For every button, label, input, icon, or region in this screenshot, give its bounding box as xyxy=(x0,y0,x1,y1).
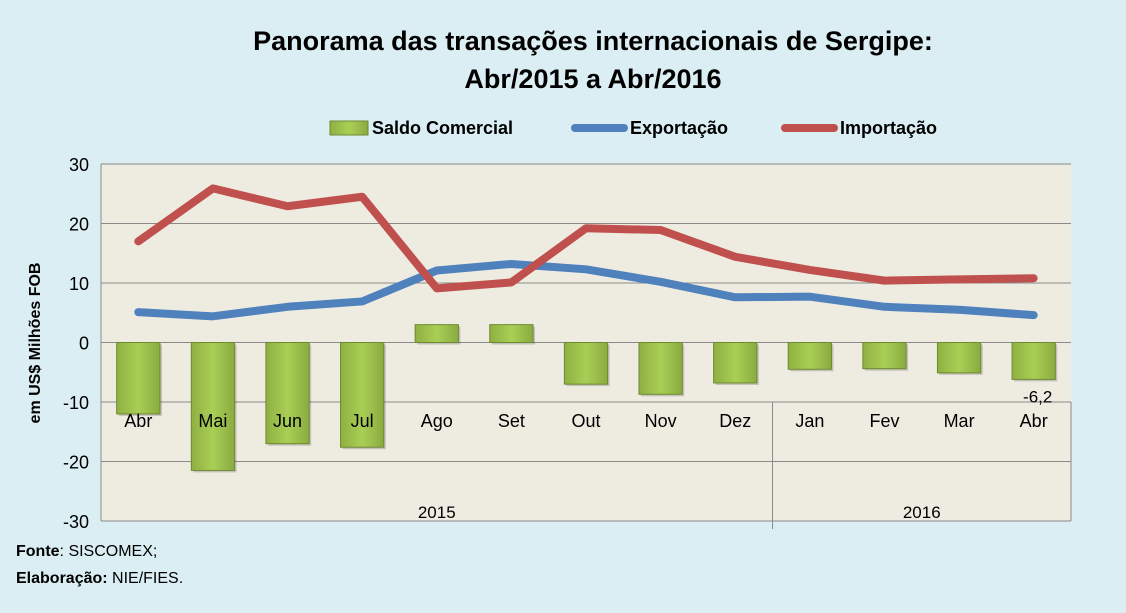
chart-title-line1: Panorama das transações internacionais d… xyxy=(253,26,933,56)
year-label: 2015 xyxy=(418,503,456,522)
bar-saldo-set xyxy=(489,324,534,343)
bar-saldo-jun xyxy=(265,342,310,445)
line-importao xyxy=(134,184,1038,293)
legend-label: Importação xyxy=(840,118,937,138)
bar-saldo-out xyxy=(563,342,609,385)
x-tick-label: Abr xyxy=(1020,411,1048,431)
bar-saldo-abr xyxy=(1011,342,1056,380)
x-tick-label: Fev xyxy=(869,411,899,431)
bar-saldo-jan xyxy=(787,342,832,370)
elaboration-label: Elaboração: xyxy=(16,570,108,587)
y-tick-label: -20 xyxy=(63,453,89,473)
legend-swatch-saldo xyxy=(329,120,369,136)
bar-saldo-abr xyxy=(116,342,161,415)
plot-area: 30 20 10 0 -10 -20 -30 Abr Mai Jun Jul Ago Set Out Nov… xyxy=(63,155,1072,532)
x-tick-label: Set xyxy=(498,411,525,431)
x-tick-label: Nov xyxy=(645,411,677,431)
y-tick-label: 0 xyxy=(79,334,89,354)
bar-saldo-mar xyxy=(936,342,982,374)
x-tick-label: Jul xyxy=(351,411,374,431)
y-tick-label: 30 xyxy=(69,155,89,175)
bar-saldo-mai xyxy=(190,342,236,471)
bar-saldo-dez xyxy=(713,342,758,384)
bar-saldo-nov xyxy=(638,342,683,395)
x-tick-label: Mar xyxy=(944,411,975,431)
x-tick-label: Ago xyxy=(421,411,453,431)
x-tick-label: Out xyxy=(571,411,600,431)
x-tick-label: Abr xyxy=(124,411,152,431)
x-tick-label: Dez xyxy=(719,411,751,431)
legend-label: Saldo Comercial xyxy=(372,118,513,138)
elaboration-note: Elaboração: NIE/FIES. xyxy=(16,570,183,588)
y-tick-label: -30 xyxy=(63,512,89,532)
y-tick-label: 20 xyxy=(69,215,89,235)
bar-saldo-jul xyxy=(340,342,385,448)
chart-svg: Panorama das transações internacionais d… xyxy=(27,26,1072,532)
x-tick-label: Jun xyxy=(273,411,302,431)
source-note: Fonte: SISCOMEX; xyxy=(16,543,157,561)
legend-label: Exportação xyxy=(630,118,728,138)
bar-saldo-ago xyxy=(414,324,459,343)
data-label: -6,2 xyxy=(1023,387,1052,406)
elaboration-value: NIE/FIES. xyxy=(107,570,184,587)
x-tick-label: Mai xyxy=(198,411,227,431)
legend: Saldo Comercial Exportação Importação xyxy=(329,118,937,138)
source-value: : SISCOMEX; xyxy=(59,543,158,560)
line-exportao xyxy=(134,259,1038,321)
y-tick-label: 10 xyxy=(69,274,89,294)
year-label: 2016 xyxy=(903,503,941,522)
y-tick-label: -10 xyxy=(63,393,89,413)
source-label: Fonte xyxy=(16,543,60,560)
bar-saldo-fev xyxy=(862,342,907,370)
y-axis-label: em US$ Milhões FOB xyxy=(27,263,44,424)
chart-title-line2: Abr/2015 a Abr/2016 xyxy=(464,64,721,94)
x-tick-label: Jan xyxy=(795,411,824,431)
